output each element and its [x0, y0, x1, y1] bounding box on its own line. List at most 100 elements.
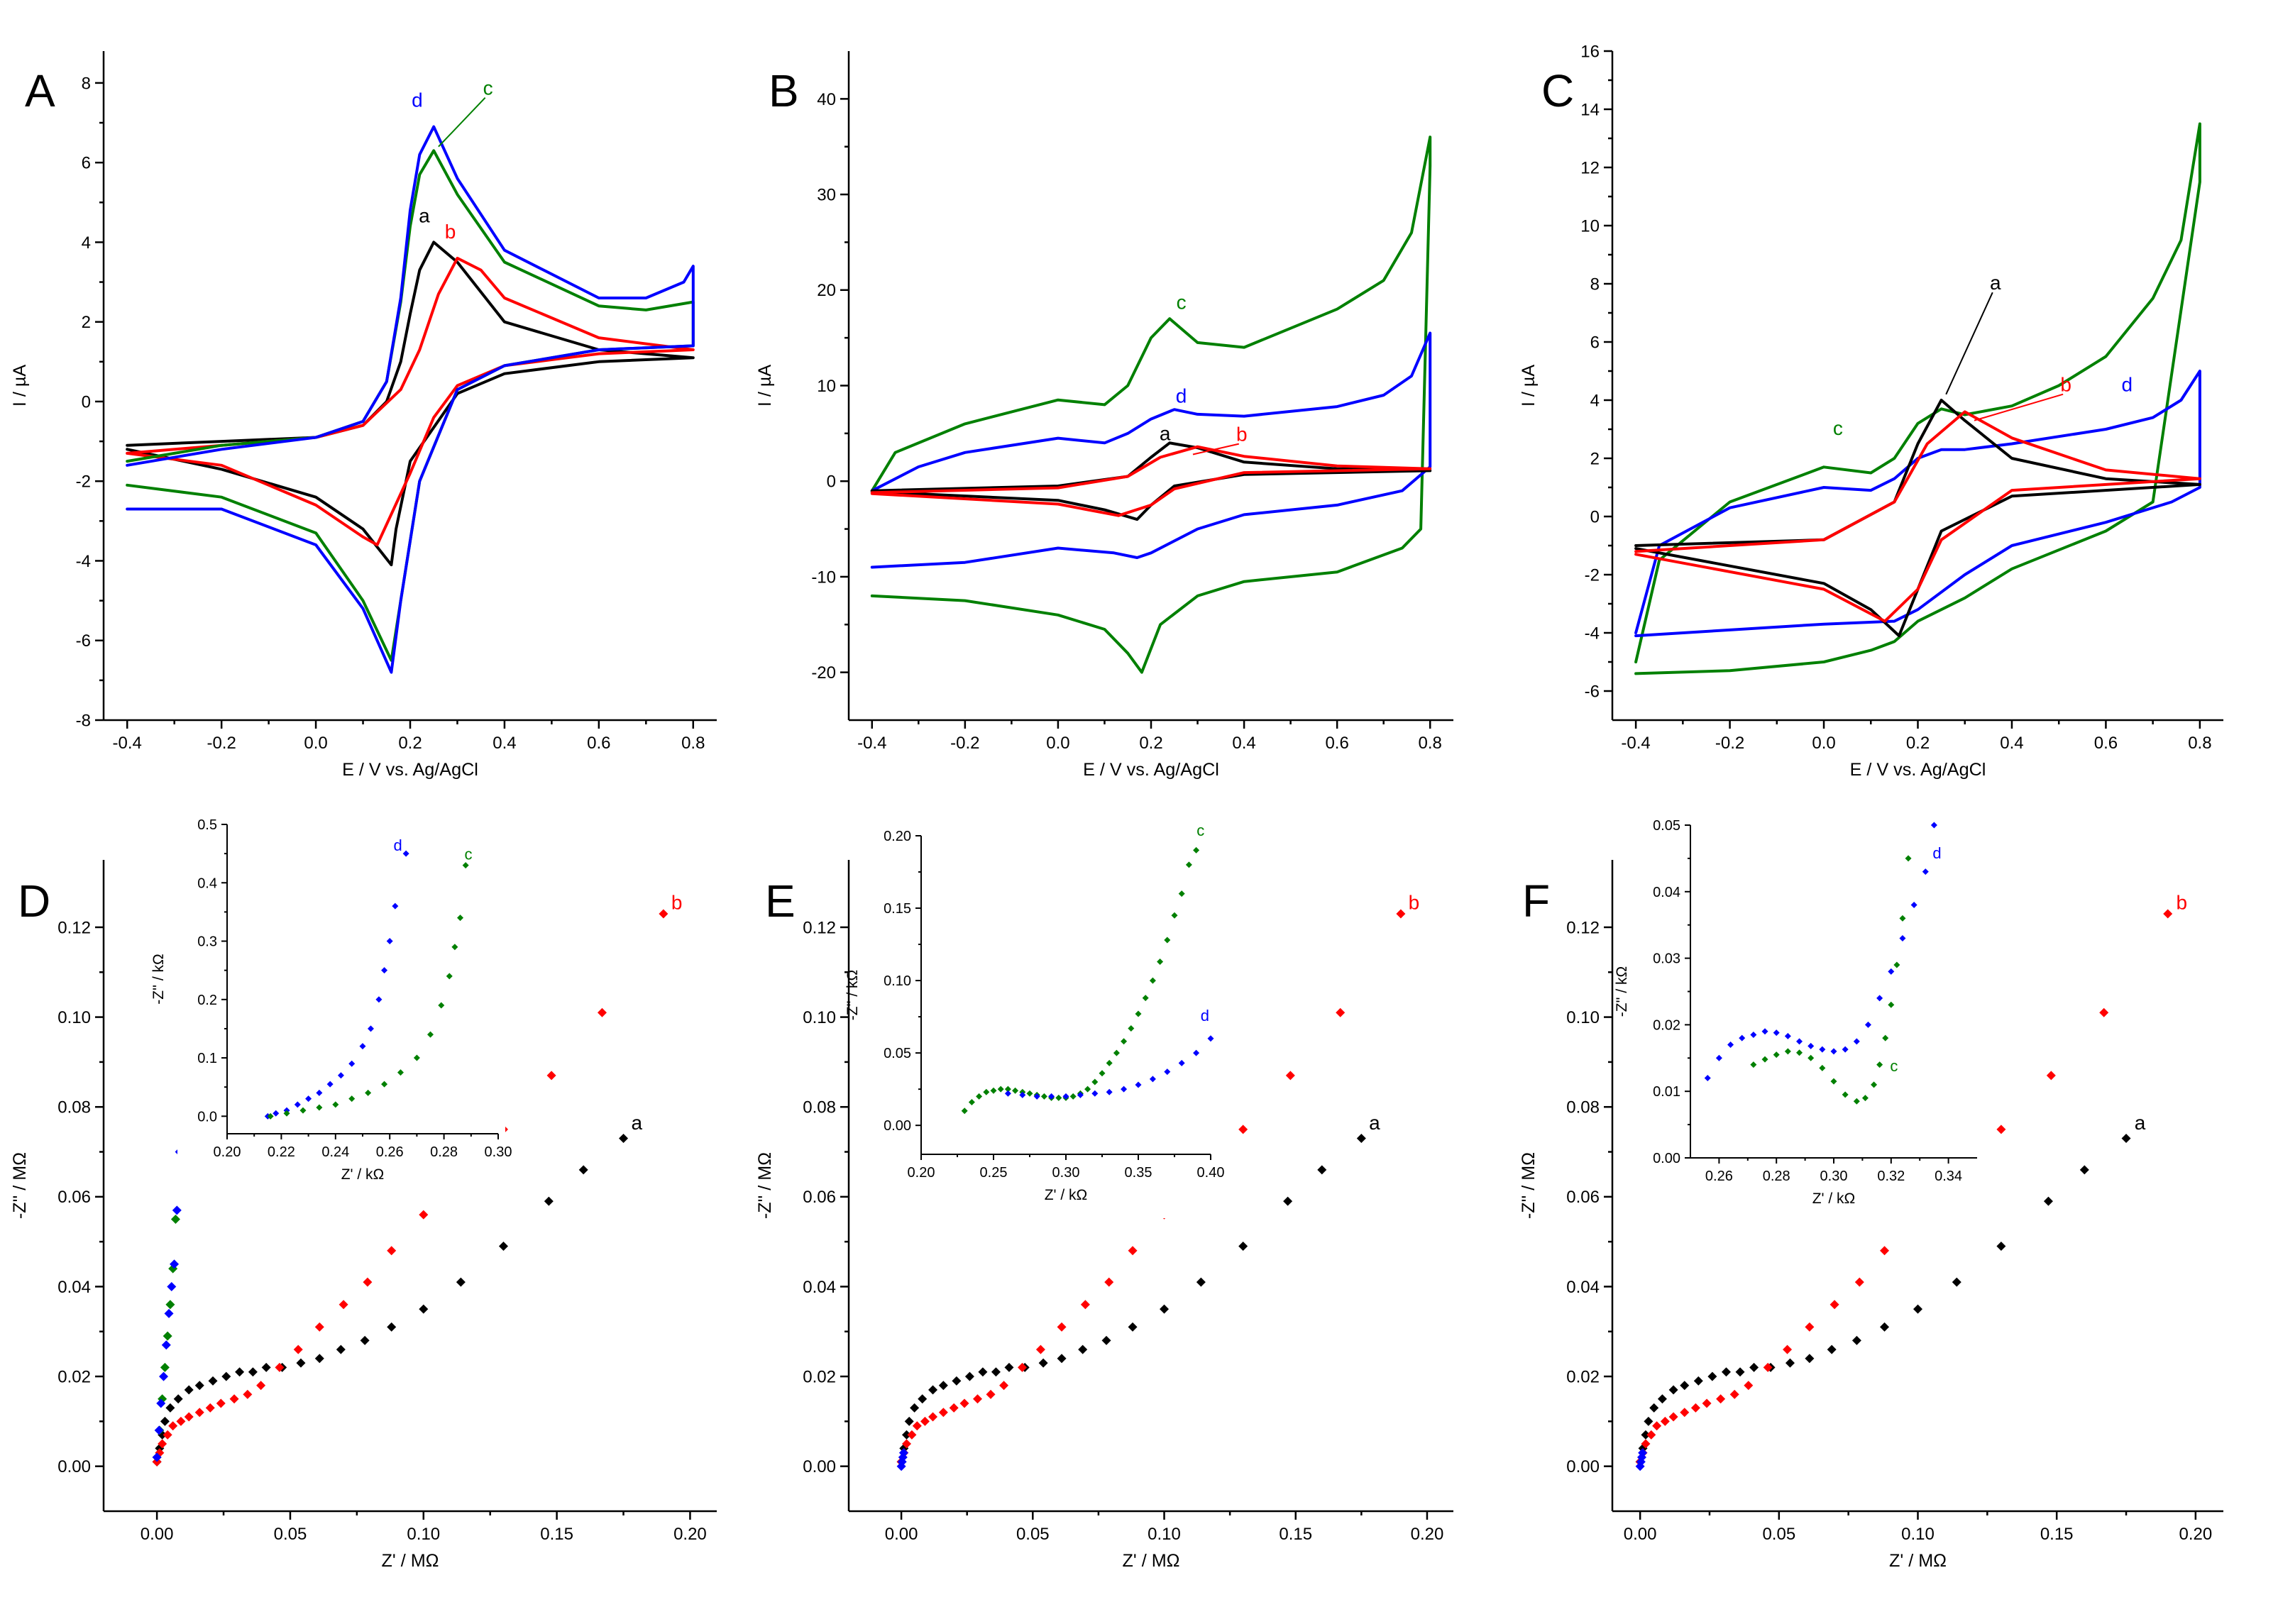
panel-f-point-a	[2043, 1196, 2053, 1206]
panel-d-point-b	[256, 1381, 266, 1391]
panel-f-inset-point-d	[1930, 822, 1937, 829]
panel-e-point-b	[1080, 1300, 1090, 1310]
panel-f-x-axis-label: Z' / MΩ	[1889, 1551, 1947, 1571]
panel-d-series-d	[152, 1147, 185, 1462]
panel-d-inset-point-d	[305, 1095, 312, 1103]
panel-e-x-tick-label: 0.10	[1148, 1525, 1181, 1544]
panel-e-inset-point-c	[1164, 937, 1171, 944]
panel-f-point-a	[1707, 1371, 1717, 1381]
panel-b-y-axis-label: I / µA	[755, 365, 775, 407]
panel-d-point-b	[339, 1300, 348, 1310]
panel-f-point-b	[1660, 1416, 1670, 1426]
panel-e-inset-point-c	[990, 1087, 997, 1094]
panel-d-point-b	[659, 909, 668, 919]
panel-f-point-a	[1680, 1381, 1690, 1391]
panel-e-inset-point-c	[961, 1107, 968, 1115]
panel-d-inset-point-c	[427, 1031, 434, 1038]
panel-a-x-tick-label: 0.6	[587, 734, 610, 753]
panel-f-inset-y-axis-label: -Z'' / kΩ	[1614, 966, 1630, 1017]
panel-d-point-b	[243, 1389, 253, 1399]
panel-c-series-c	[1634, 122, 2201, 675]
panel-a-curve-c	[126, 149, 695, 662]
panel-e-inset-point-d	[1106, 1088, 1113, 1095]
panel-f-inset-point-d	[1739, 1034, 1746, 1042]
panel-c-y-tick-label: 2	[1590, 449, 1600, 468]
panel-d-inset-point-d	[294, 1101, 301, 1108]
panel-e-inset-point-c	[1142, 995, 1149, 1002]
panel-e-inset-point-c	[1149, 977, 1156, 984]
panel-f-point-a	[1996, 1241, 2006, 1251]
panel-d-point-c	[163, 1331, 172, 1341]
panel-f-point-a	[1851, 1335, 1861, 1345]
panel-f-inset-y-tick-label: 0.04	[1653, 885, 1680, 900]
panel-f-inset-series-d	[1704, 822, 1937, 1081]
panel-e-inset-point-d	[1149, 1076, 1156, 1083]
panel-e-point-a	[1128, 1322, 1138, 1332]
panel-f-point-a	[2079, 1165, 2089, 1175]
panel-b-curve-d	[870, 331, 1432, 569]
panel-f-point-a	[1913, 1304, 1922, 1314]
panel-e-inset-x-tick-label: 0.40	[1197, 1165, 1225, 1181]
panel-f-inset-point-c	[1784, 1048, 1791, 1055]
panel-f-x-tick-label: 0.20	[2179, 1525, 2213, 1544]
panel-c-x-tick-label: 0.8	[2188, 734, 2211, 753]
panel-d-x-tick-label: 0.00	[141, 1525, 174, 1544]
panel-d-inset-curve-label-d: d	[394, 836, 402, 854]
panel-b-curve-label-a: a	[1160, 422, 1171, 444]
panel-d-point-b	[205, 1403, 215, 1413]
panel-f-x-tick-label: 0.15	[2040, 1525, 2074, 1544]
panel-d-point-a	[544, 1196, 554, 1206]
panel-e-point-b	[1336, 1007, 1346, 1017]
panel-f-inset-point-c	[1842, 1091, 1849, 1098]
panel-f-inset-point-d	[1853, 1038, 1860, 1045]
panel-f-inset-point-c	[1773, 1051, 1780, 1059]
panel-d-point-b	[158, 1439, 167, 1449]
panel-f-inset-point-c	[1871, 1081, 1878, 1088]
panel-d-inset-y-tick-label: 0.2	[197, 993, 217, 1008]
panel-d-point-b	[176, 1416, 186, 1426]
panel-f-inset-x-tick-label: 0.34	[1935, 1169, 1962, 1184]
panel-f-point-a	[1641, 1430, 1651, 1440]
panel-f-point-a	[1805, 1354, 1815, 1364]
panel-d-y-tick-label: 0.12	[57, 918, 91, 937]
panel-f-inset-point-d	[1750, 1031, 1757, 1038]
panel-b-curve-b	[870, 445, 1432, 517]
panel-f-point-a	[1785, 1358, 1795, 1368]
panel-e-point-b	[938, 1408, 948, 1418]
panel-a-y-tick-label: -6	[76, 631, 91, 651]
panel-e-inset-y-tick-label: 0.15	[884, 901, 911, 917]
panel-d-point-b	[163, 1430, 172, 1440]
panel-d-inset-point-c	[397, 1069, 404, 1076]
panel-d-inset-x-tick-label: 0.26	[376, 1144, 404, 1160]
panel-e-inset-point-c	[1012, 1087, 1019, 1094]
panel-a-series-a	[126, 241, 695, 567]
panel-f-inset-point-d	[1819, 1046, 1826, 1053]
panel-a-curve-b	[126, 256, 695, 546]
panel-d-inset-y-tick-label: 0.3	[197, 934, 217, 950]
panel-d-inset-x-tick-label: 0.30	[485, 1144, 512, 1160]
panel-f-y-axis-label: -Z'' / MΩ	[1519, 1152, 1539, 1219]
panel-e-point-a	[952, 1376, 962, 1386]
panel-d-point-b	[275, 1362, 285, 1372]
panel-e-y-tick-label: 0.04	[803, 1278, 836, 1297]
panel-e-point-b	[1396, 909, 1406, 919]
panel-d-y-tick-label: 0.10	[57, 1008, 91, 1027]
panel-f-inset-point-d	[1830, 1048, 1837, 1055]
panel-b-curve-c	[870, 136, 1432, 674]
panel-e-x-tick-label: 0.05	[1016, 1525, 1050, 1544]
panel-f-y-tick-label: 0.00	[1566, 1457, 1600, 1476]
panel-d-x-tick-label: 0.10	[407, 1525, 440, 1544]
panel-d-inset-point-d	[273, 1110, 280, 1117]
panel-b-y-tick-label: 40	[817, 90, 836, 109]
panel-e-inset-curve-label-d: d	[1201, 1007, 1209, 1024]
panel-d-inset-point-c	[457, 915, 464, 922]
panel-c-x-axis-label: E / V vs. Ag/AgCl	[1850, 760, 1986, 780]
panel-e-y-tick-label: 0.06	[803, 1188, 836, 1207]
panel-f-inset-y-tick-label: 0.01	[1653, 1084, 1680, 1100]
panel-f-point-b	[1690, 1403, 1700, 1413]
panel-e-y-axis-label: -Z'' / MΩ	[755, 1152, 775, 1219]
panel-d-point-a	[194, 1381, 204, 1391]
panel-c-y-tick-label: 16	[1580, 42, 1600, 61]
panel-e-x-tick-label: 0.20	[1411, 1525, 1444, 1544]
panel-f-point-b	[2099, 1007, 2109, 1017]
